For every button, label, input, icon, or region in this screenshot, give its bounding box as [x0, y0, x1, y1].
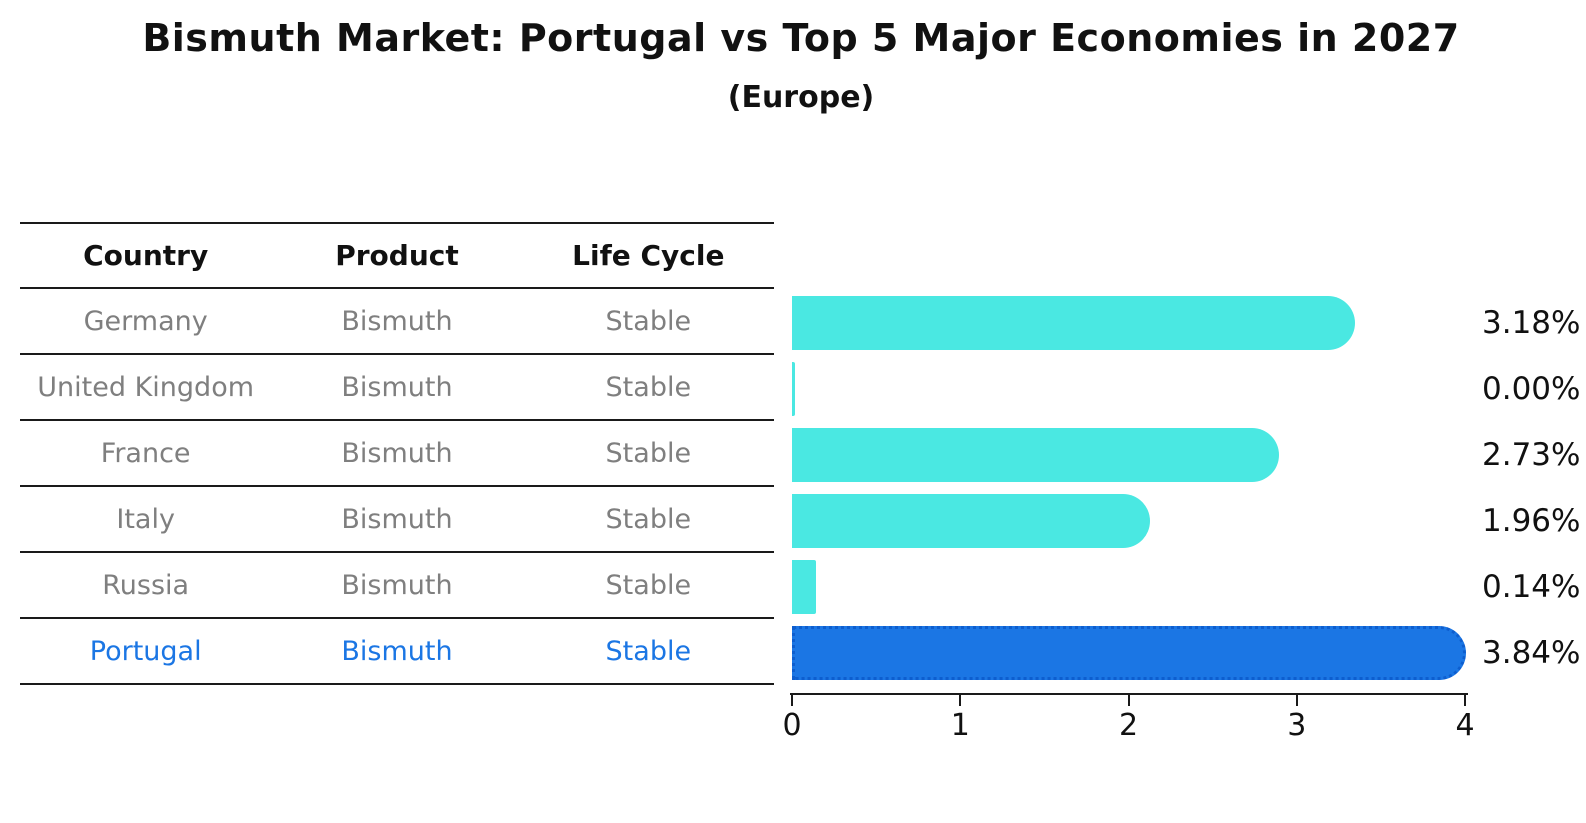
table-cell-life-cycle: Stable	[605, 569, 692, 601]
table-row: France Bismuth Stable	[20, 421, 774, 487]
table-row: Russia Bismuth Stable	[20, 553, 774, 619]
table-cell-country: France	[100, 437, 191, 469]
table-header-cell: Country	[83, 239, 209, 272]
bar-value-label: 1.96%	[1482, 503, 1581, 539]
bar-portugal	[792, 626, 1467, 680]
x-tick-mark	[1127, 693, 1130, 706]
bar-value-label: 3.18%	[1482, 305, 1581, 341]
x-tick-mark	[959, 693, 962, 706]
table-header-cell: Product	[335, 239, 459, 272]
table-row: Portugal Bismuth Stable	[20, 619, 774, 685]
bar-value-label: 2.73%	[1482, 437, 1581, 473]
chart-title: Bismuth Market: Portugal vs Top 5 Major …	[142, 16, 1460, 60]
table-row: United Kingdom Bismuth Stable	[20, 355, 774, 421]
table-cell-country: Italy	[116, 503, 175, 535]
table-cell-product: Bismuth	[341, 569, 453, 601]
table-cell-life-cycle: Stable	[605, 503, 692, 535]
table-row: Italy Bismuth Stable	[20, 487, 774, 553]
x-tick-mark	[791, 693, 793, 706]
x-tick-label: 3	[1287, 708, 1307, 743]
table-cell-country: Portugal	[89, 635, 202, 667]
bar-germany	[792, 296, 1356, 350]
x-tick-label: 2	[1118, 708, 1139, 743]
table-cell-country: Russia	[102, 569, 190, 601]
bar-value-label: 0.14%	[1482, 569, 1581, 605]
table-header-cell: Life Cycle	[572, 239, 725, 272]
table-cell-life-cycle: Stable	[605, 635, 692, 667]
bar-russia	[792, 560, 816, 614]
table-cell-product: Bismuth	[341, 305, 453, 337]
table-cell-product: Bismuth	[341, 437, 453, 469]
bar-united-kingdom	[792, 362, 795, 416]
bar-value-label: 0.00%	[1482, 371, 1581, 407]
table-cell-product: Bismuth	[341, 371, 453, 403]
x-tick-label: 4	[1455, 708, 1475, 743]
table-cell-product: Bismuth	[341, 635, 453, 667]
bar-france	[792, 428, 1280, 482]
table-cell-country: Germany	[83, 305, 208, 337]
table-cell-life-cycle: Stable	[605, 371, 692, 403]
x-tick-label: 1	[950, 708, 970, 743]
x-tick-mark	[1295, 693, 1298, 706]
table-cell-life-cycle: Stable	[605, 305, 692, 337]
bar-value-label: 3.84%	[1482, 635, 1581, 671]
table-cell-product: Bismuth	[341, 503, 453, 535]
country-table: Country Product Life Cycle Germany Bismuth S…	[20, 222, 774, 685]
bar-italy	[792, 494, 1150, 548]
table-cell-life-cycle: Stable	[605, 437, 692, 469]
table-row: Germany Bismuth Stable	[20, 289, 774, 355]
x-tick-label: 0	[782, 708, 802, 743]
table-cell-country: United Kingdom	[37, 371, 255, 403]
chart-subtitle: (Europe)	[727, 80, 875, 115]
table-header-row: Country Product Life Cycle	[20, 224, 774, 289]
x-tick-mark	[1464, 693, 1466, 706]
